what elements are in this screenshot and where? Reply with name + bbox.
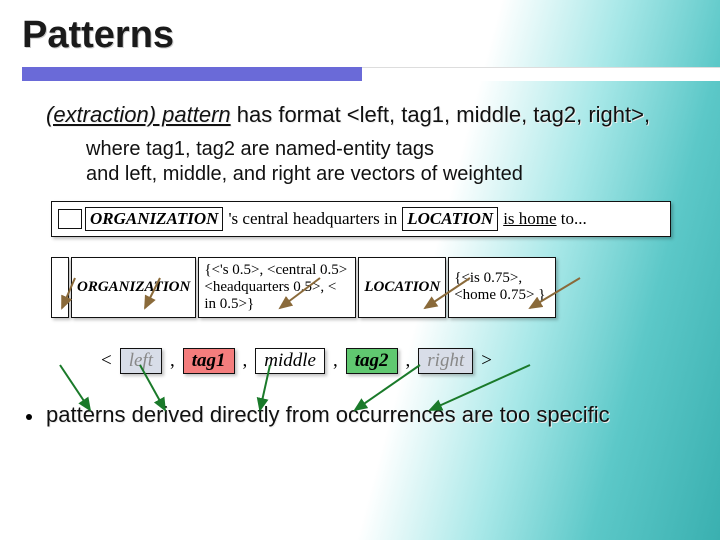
tuple-comma-2: , [243,350,248,372]
tuple-comma-1: , [170,350,175,372]
tuple-left: left [120,348,162,374]
example-tail-text: is home to... [501,209,589,229]
slide: Patterns (extraction) pattern has format… [0,0,720,540]
tuple-close-bracket: > [481,350,492,372]
bullet-point: patterns derived directly from occurrenc… [26,402,720,428]
tuple-format-row: < left , tag1 , middle , tag2 , right > [101,348,674,374]
decomp-location: LOCATION [358,257,446,319]
tuple-comma-3: , [333,350,338,372]
definition-prefix: (extraction) pattern [46,102,231,127]
decomposition-row: ORGANIZATION {<'s 0.5>, <central 0.5> <h… [51,257,674,319]
definition-rest: has format <left, tag1, middle, tag2, ri… [231,102,650,127]
tuple-right: right [418,348,473,374]
organization-tag: ORGANIZATION [85,207,223,231]
slide-title: Patterns [22,14,720,57]
tuple-comma-4: , [406,350,411,372]
definition-line: (extraction) pattern has format <left, t… [46,101,674,129]
content-area: (extraction) pattern has format <left, t… [0,81,720,374]
example-middle-text: 's central headquarters in [226,209,399,229]
underline-blue [22,67,362,81]
bullet-text: patterns derived directly from occurrenc… [46,402,610,428]
location-tag: LOCATION [402,207,498,231]
decomp-organization: ORGANIZATION [71,257,196,319]
decomp-left-placeholder [51,257,69,319]
bullet-dot-icon [26,414,32,420]
underline-white [362,67,720,81]
tuple-open-bracket: < [101,350,112,372]
definition-subtext: where tag1, tag2 are named-entity tags a… [86,137,674,187]
left-context-placeholder [58,209,82,229]
decomp-right-weights: {<is 0.75>, <home 0.75> } [448,257,556,319]
tuple-tag2: tag2 [346,348,398,374]
tuple-tag1: tag1 [183,348,235,374]
tuple-middle: middle [255,348,325,374]
title-underline [22,67,720,81]
decomp-middle-weights: {<'s 0.5>, <central 0.5> <headquarters 0… [198,257,356,319]
title-area: Patterns [0,0,720,81]
example-sentence-box: ORGANIZATION 's central headquarters in … [51,201,671,237]
